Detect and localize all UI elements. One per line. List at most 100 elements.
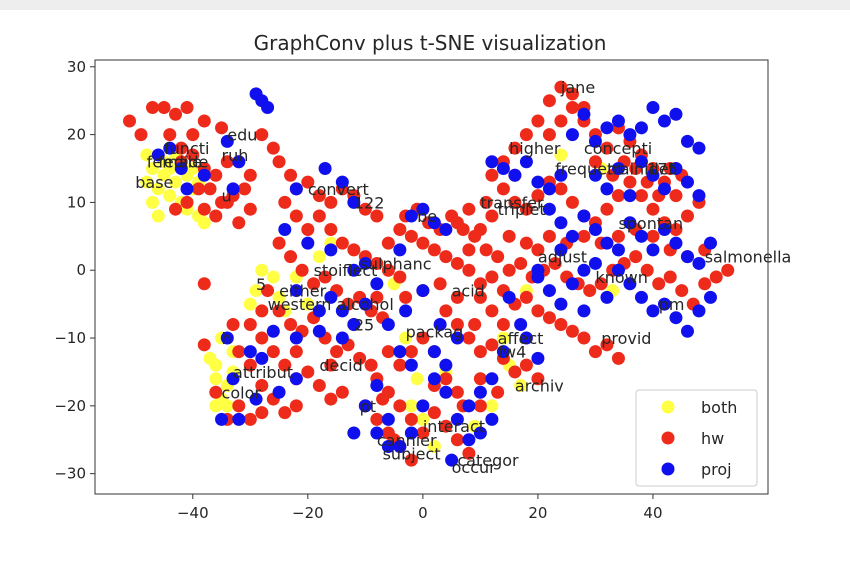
y-tick-label: 30 bbox=[67, 58, 86, 76]
point-hw-202 bbox=[611, 189, 625, 203]
point-hw-185 bbox=[600, 141, 614, 155]
point-hw-102 bbox=[491, 250, 505, 264]
point-hw-45 bbox=[312, 209, 326, 223]
point-hw-243 bbox=[468, 317, 482, 331]
point-hw-120 bbox=[698, 277, 712, 291]
annotation-label: affect bbox=[498, 329, 544, 348]
point-hw-79 bbox=[312, 379, 326, 392]
point-hw-30 bbox=[255, 128, 269, 142]
point-hw-74 bbox=[255, 331, 269, 345]
point-both-46 bbox=[427, 440, 441, 454]
annotation-label: fedide bbox=[158, 153, 208, 172]
point-hw-201 bbox=[600, 202, 614, 216]
point-proj-67 bbox=[588, 134, 602, 148]
point-hw-21 bbox=[197, 202, 211, 216]
annotation-label: acid bbox=[452, 282, 485, 301]
annotation-label: female bbox=[147, 153, 202, 172]
annotation-label: known bbox=[595, 268, 647, 287]
annotation-label: be bbox=[417, 207, 437, 226]
annotation-label: sulphanc bbox=[360, 254, 432, 273]
point-proj-52 bbox=[450, 331, 464, 345]
legend: both hw proj bbox=[635, 389, 758, 487]
point-hw-47 bbox=[335, 236, 349, 250]
point-hw-140 bbox=[439, 304, 453, 318]
point-both-24 bbox=[220, 399, 234, 413]
axis-ticks: −40 −20 0 20 40 −30 −20 −10 0 10 20 30 bbox=[54, 58, 662, 522]
point-hw-136 bbox=[577, 331, 591, 345]
point-hw-262 bbox=[491, 385, 505, 399]
point-hw-175 bbox=[485, 168, 499, 182]
point-proj-37 bbox=[347, 426, 361, 440]
point-hw-181 bbox=[554, 114, 568, 128]
point-hw-73 bbox=[243, 317, 257, 331]
point-proj-42 bbox=[404, 426, 418, 440]
point-proj-88 bbox=[554, 216, 568, 230]
point-proj-53 bbox=[404, 209, 418, 223]
point-hw-216 bbox=[531, 243, 545, 257]
point-hw-231 bbox=[588, 155, 602, 169]
point-proj-94 bbox=[623, 216, 637, 230]
point-proj-25 bbox=[312, 324, 326, 338]
point-hw-3 bbox=[157, 100, 171, 114]
point-proj-70 bbox=[623, 128, 637, 142]
point-proj-124 bbox=[347, 263, 361, 277]
point-hw-110 bbox=[583, 284, 597, 298]
point-proj-57 bbox=[393, 243, 407, 257]
point-hw-166 bbox=[370, 412, 384, 426]
point-hw-247 bbox=[289, 345, 303, 359]
annotation-label: occur bbox=[452, 458, 497, 477]
point-proj-61 bbox=[519, 155, 533, 169]
point-hw-248 bbox=[324, 358, 338, 372]
point-hw-76 bbox=[278, 358, 292, 372]
point-hw-261 bbox=[473, 372, 487, 386]
point-proj-35 bbox=[289, 372, 303, 386]
annotation-label: salmonella bbox=[705, 248, 792, 267]
point-proj-50 bbox=[416, 284, 430, 298]
point-proj-13 bbox=[335, 175, 349, 189]
legend-marker-both bbox=[661, 400, 675, 414]
point-hw-213 bbox=[450, 216, 464, 230]
point-hw-37 bbox=[324, 195, 338, 209]
point-proj-62 bbox=[531, 175, 545, 189]
point-hw-256 bbox=[479, 195, 493, 209]
x-tick-label: 40 bbox=[643, 504, 662, 522]
point-proj-83 bbox=[588, 168, 602, 182]
point-proj-135 bbox=[485, 412, 499, 426]
point-hw-92 bbox=[209, 385, 223, 399]
point-proj-130 bbox=[439, 358, 453, 372]
annotation-label: ruh bbox=[222, 146, 249, 165]
point-proj-131 bbox=[370, 426, 384, 440]
point-proj-80 bbox=[669, 162, 683, 175]
point-proj-21 bbox=[335, 304, 349, 318]
point-both-44 bbox=[410, 372, 424, 386]
point-both-29 bbox=[209, 399, 223, 413]
point-proj-69 bbox=[611, 114, 625, 128]
point-proj-82 bbox=[692, 189, 706, 203]
point-hw-24 bbox=[232, 216, 246, 230]
point-hw-177 bbox=[508, 141, 522, 155]
point-proj-123 bbox=[531, 351, 545, 365]
point-hw-127 bbox=[473, 277, 487, 291]
annotation-label: color bbox=[222, 383, 262, 402]
point-both-11 bbox=[146, 195, 160, 209]
point-hw-135 bbox=[565, 324, 579, 338]
point-proj-43 bbox=[416, 399, 430, 413]
point-proj-129 bbox=[427, 345, 441, 359]
x-tick-label: 0 bbox=[418, 504, 428, 522]
point-hw-148 bbox=[531, 372, 545, 386]
point-proj-56 bbox=[439, 223, 453, 237]
annotation-label: h bbox=[222, 329, 232, 348]
point-proj-28 bbox=[220, 331, 234, 345]
point-proj-108 bbox=[692, 304, 706, 318]
point-hw-124 bbox=[439, 250, 453, 264]
point-hw-215 bbox=[519, 236, 533, 250]
point-both-50 bbox=[496, 331, 510, 345]
point-proj-1 bbox=[163, 141, 177, 155]
point-hw-93 bbox=[197, 277, 211, 291]
point-hw-154 bbox=[404, 345, 418, 359]
annotation-label: interact bbox=[423, 417, 485, 436]
point-proj-0 bbox=[151, 148, 165, 162]
point-proj-15 bbox=[278, 223, 292, 237]
point-proj-3 bbox=[220, 134, 234, 148]
points-layer bbox=[123, 80, 735, 467]
